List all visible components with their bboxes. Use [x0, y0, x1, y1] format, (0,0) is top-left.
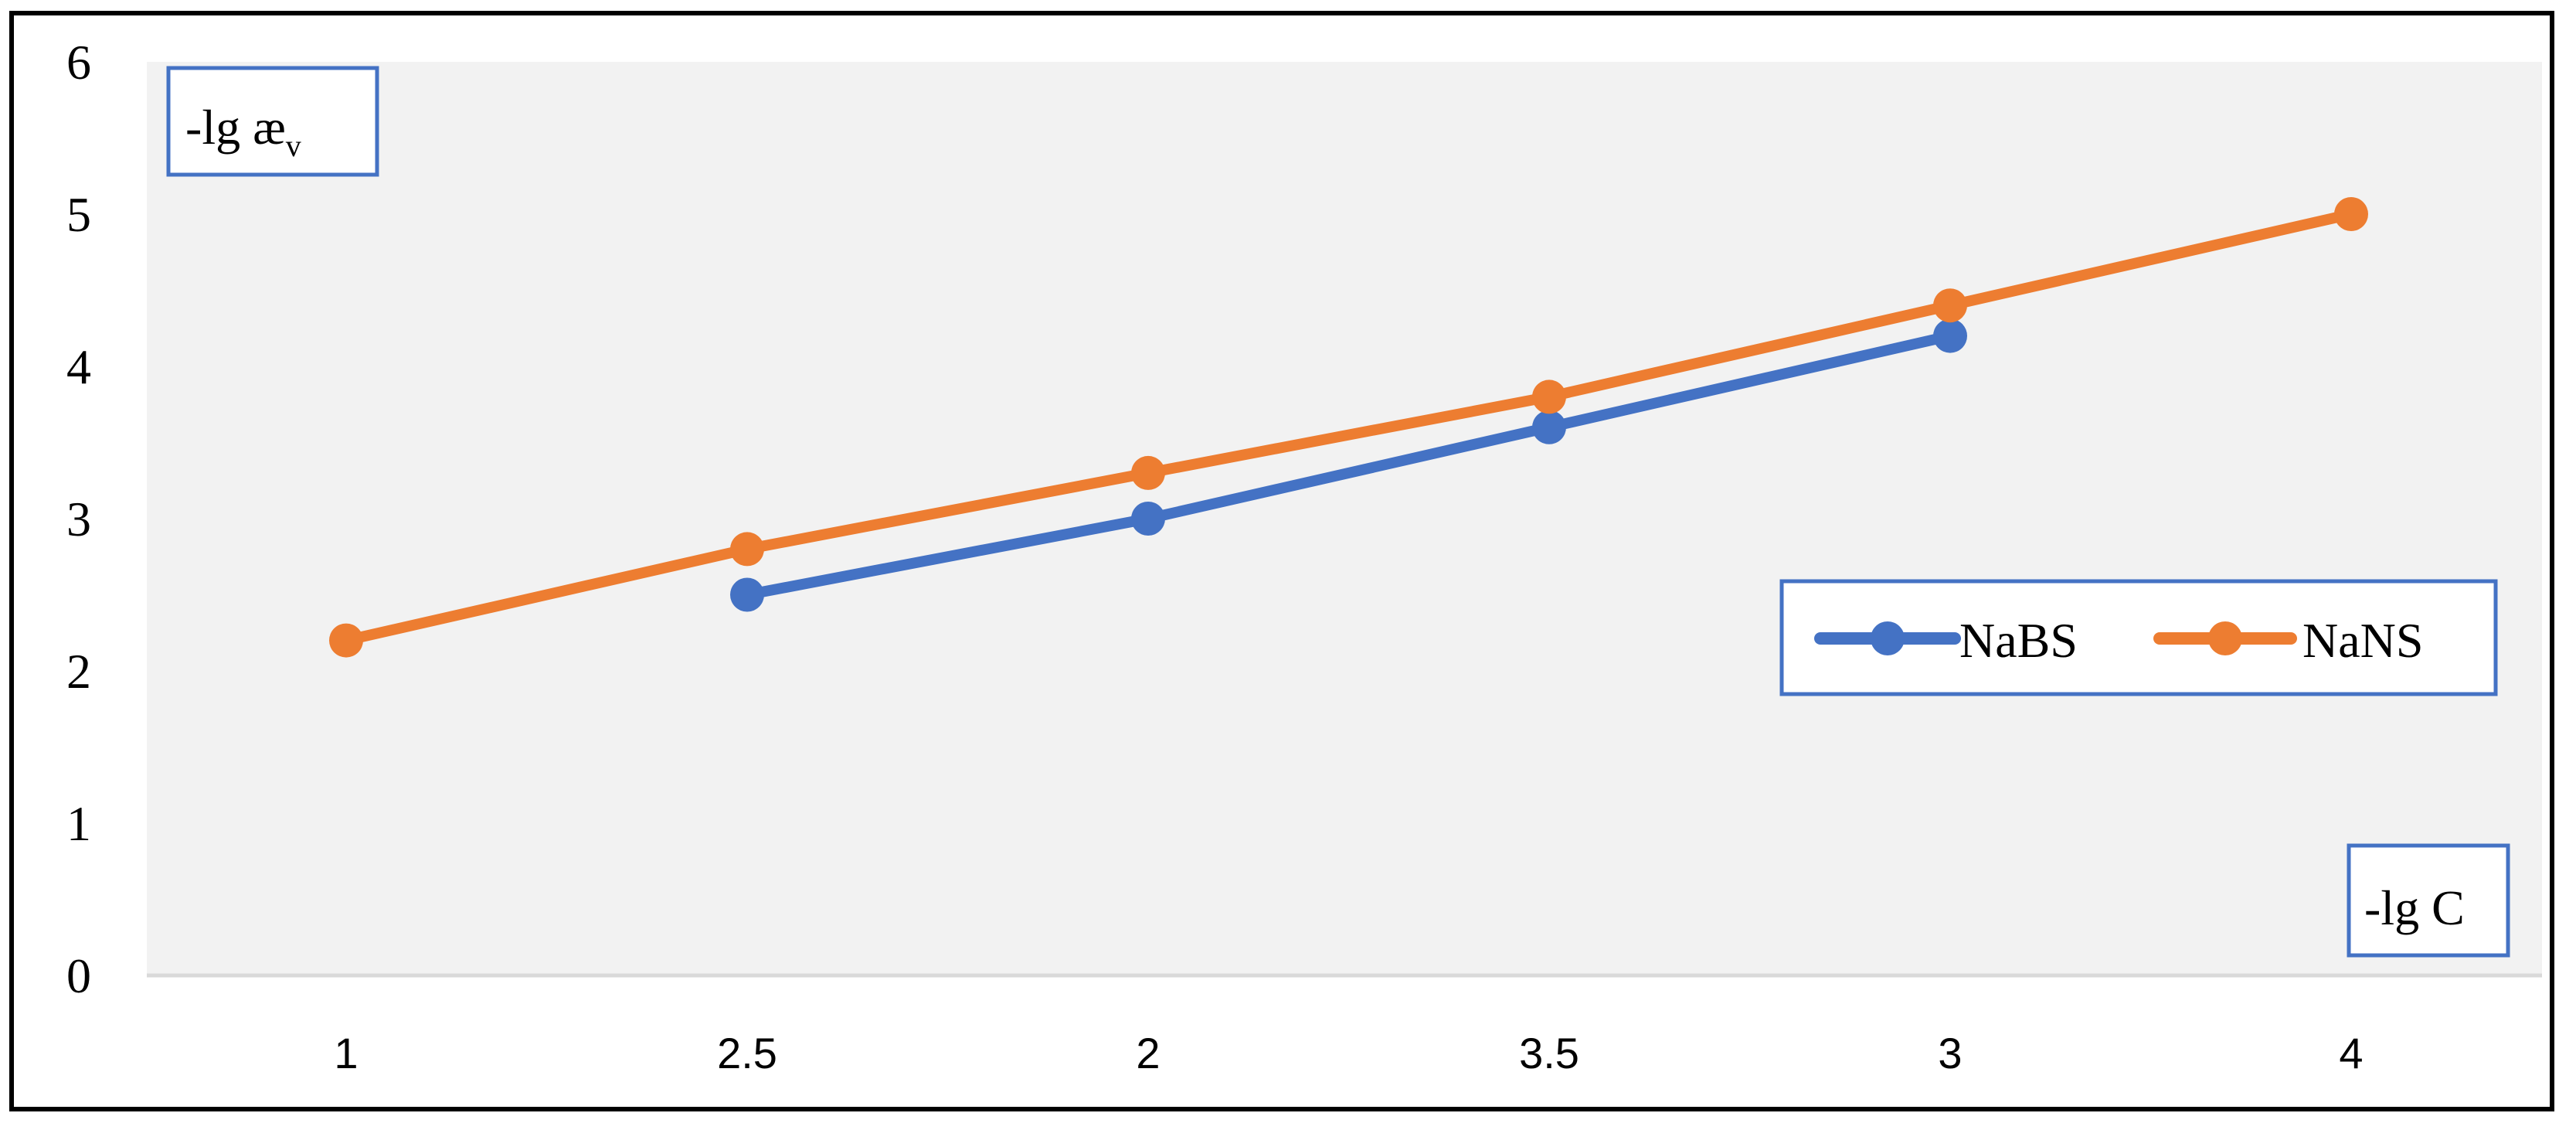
data-point-nans — [730, 532, 764, 567]
data-point-nans — [1532, 380, 1566, 414]
data-point-nabs — [730, 577, 764, 612]
x-axis-label-text: -lg C — [2364, 880, 2465, 935]
y-tick-label: 6 — [66, 35, 91, 90]
legend-entry-nabs: NaBS — [1814, 613, 2078, 668]
data-point-nabs — [1933, 318, 1967, 353]
y-tick-labels: 0 1 2 3 4 5 6 — [66, 35, 91, 1003]
legend-entry-nans: NaNS — [2153, 613, 2423, 668]
series-line-nans — [341, 209, 2357, 646]
y-tick-label: 1 — [66, 796, 91, 851]
y-tick-label: 3 — [66, 492, 91, 546]
x-tick-label: 4 — [2339, 1029, 2363, 1077]
y-tick-label: 5 — [66, 187, 91, 242]
plot-area — [147, 62, 2542, 975]
series-line-nabs — [742, 330, 1956, 601]
data-point-nans — [1131, 455, 1165, 490]
data-point-nabs — [1131, 502, 1165, 536]
chart-frame — [9, 11, 2554, 1111]
y-tick-label: 2 — [66, 644, 91, 699]
y-tick-label: 0 — [66, 948, 91, 1003]
x-tick-label: 3 — [1938, 1029, 1962, 1077]
legend-marker-nans — [2208, 621, 2242, 655]
x-axis-label-box — [2347, 843, 2510, 958]
x-tick-label: 2.5 — [717, 1029, 777, 1077]
x-tick-label: 2 — [1136, 1029, 1160, 1077]
legend-marker-nabs — [1871, 621, 1905, 655]
x-tick-label: 1 — [334, 1029, 358, 1077]
series-layer — [329, 197, 2368, 658]
legend-label-nabs: NaBS — [1959, 613, 2078, 668]
y-axis-label: -lg æv — [166, 66, 379, 177]
x-axis-label: -lg C — [2347, 843, 2510, 958]
x-tick-label: 3.5 — [1519, 1029, 1579, 1077]
data-point-nans — [1933, 288, 1967, 323]
data-point-nabs — [1532, 410, 1566, 444]
y-axis-label-subscript: v — [286, 128, 301, 163]
legend-label-nans: NaNS — [2302, 613, 2423, 668]
y-tick-label: 4 — [66, 339, 91, 394]
y-axis-label-box — [166, 66, 379, 177]
y-axis-label-text: -lg æv — [185, 100, 301, 163]
data-point-nans — [2334, 197, 2368, 231]
legend: NaBS NaNS — [1779, 579, 2498, 696]
data-point-nans — [329, 623, 363, 658]
x-tick-labels: 1 2.5 2 3.5 3 4 — [334, 1029, 2363, 1077]
